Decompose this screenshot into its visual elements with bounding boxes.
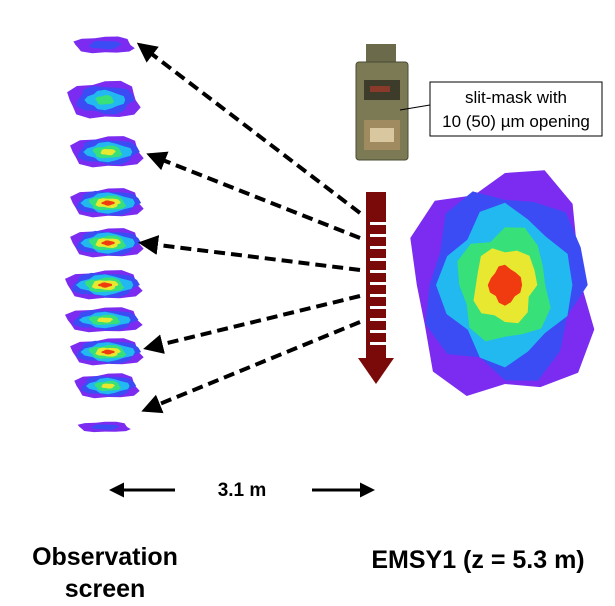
beam-arrow <box>142 243 360 270</box>
beamlet <box>70 188 144 217</box>
dashed-arrows <box>140 45 360 410</box>
beam-arrow <box>150 155 360 238</box>
slit-gap <box>370 222 386 225</box>
slit-gap <box>370 282 386 285</box>
beam-arrow <box>145 322 360 410</box>
beamlet <box>70 136 144 167</box>
slit-gap <box>370 258 386 261</box>
slit-gap <box>370 234 386 237</box>
slit-gap <box>370 330 386 333</box>
mask-label-line: slit-mask with <box>465 88 567 107</box>
diagram: slit-mask with 10 (50) µm opening 3.1 m … <box>0 0 615 606</box>
distance-label: 3.1 m <box>218 480 267 501</box>
slit-gap <box>370 342 386 345</box>
beamlet <box>67 81 141 119</box>
beamlet <box>73 37 134 54</box>
slit-gap <box>370 246 386 249</box>
beam-arrow <box>140 45 360 213</box>
beamlet <box>74 373 139 398</box>
slit-gap <box>370 306 386 309</box>
left-caption: screen <box>65 575 146 603</box>
beamlet <box>70 228 144 257</box>
beamlet <box>65 307 143 332</box>
intensity-contour <box>97 318 113 323</box>
slit-gap <box>370 318 386 321</box>
slit-gap <box>370 294 386 297</box>
slit-arrow <box>358 192 394 384</box>
beamlets <box>65 37 144 433</box>
right-caption: EMSY1 (z = 5.3 m) <box>371 546 584 574</box>
intensity-contour <box>96 95 115 105</box>
slit-gap <box>370 270 386 273</box>
mask-photo <box>356 44 408 160</box>
mask-label-line: 10 (50) µm opening <box>442 112 590 131</box>
beam-arrow <box>147 296 360 348</box>
beamlet <box>65 270 143 299</box>
page: slit-mask with 10 (50) µm opening 3.1 m … <box>0 0 615 606</box>
beam-profile <box>410 170 594 396</box>
beamlet <box>70 338 144 365</box>
beamlet <box>78 422 131 432</box>
left-caption: Observation <box>32 543 178 571</box>
